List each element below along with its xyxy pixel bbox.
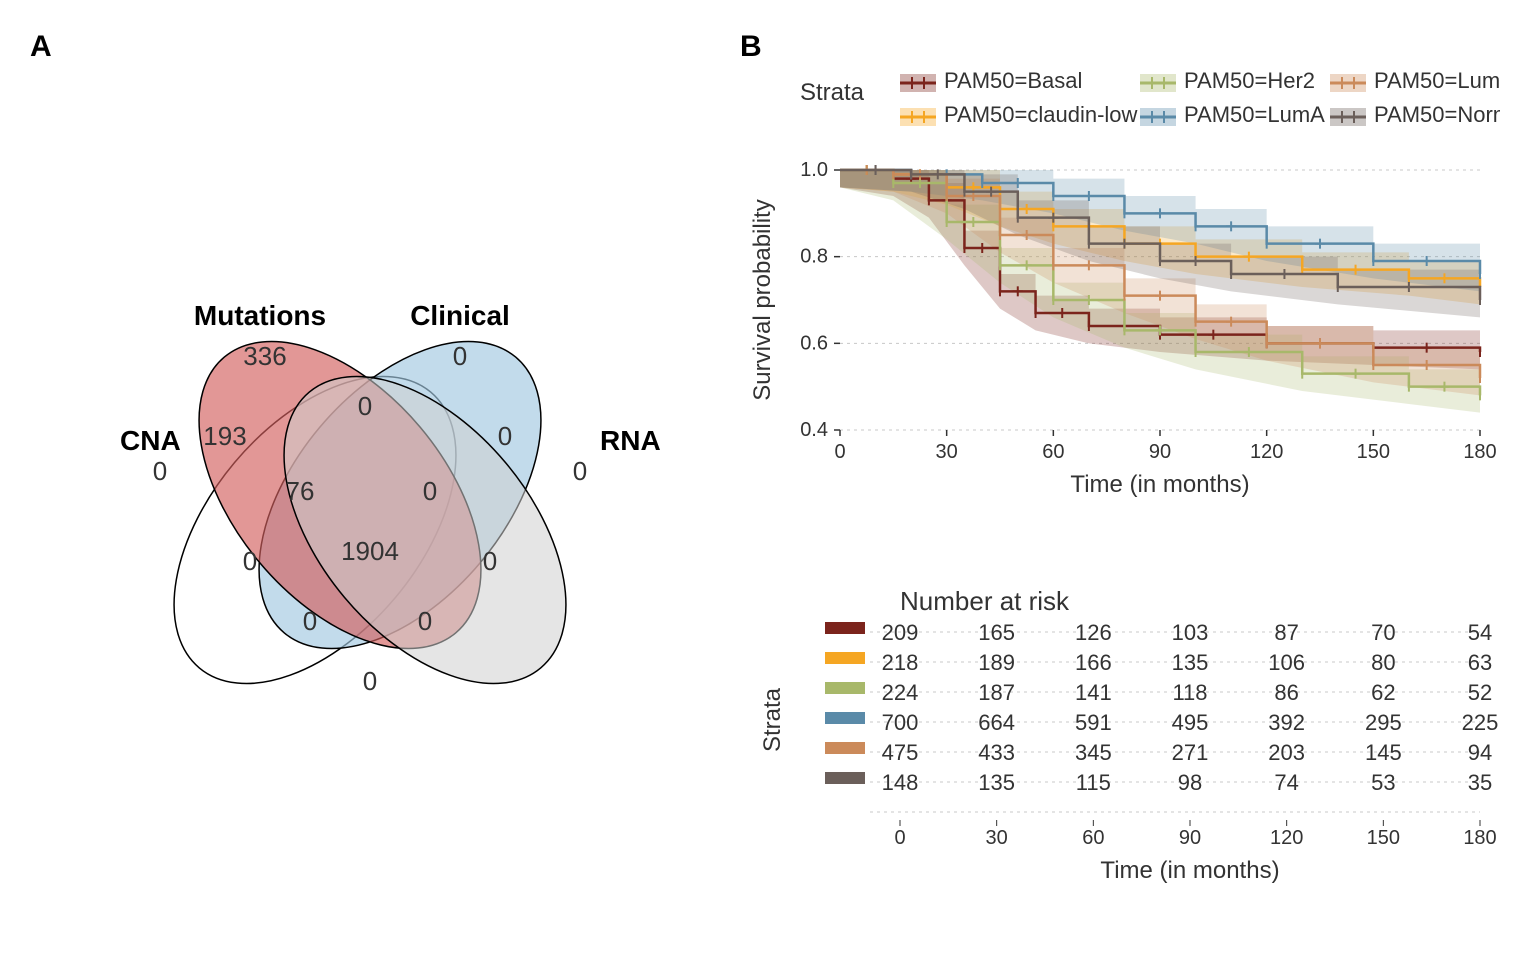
- svg-text:120: 120: [1250, 441, 1283, 463]
- svg-text:165: 165: [978, 620, 1015, 645]
- svg-text:Time (in months): Time (in months): [1070, 471, 1249, 498]
- svg-text:148: 148: [882, 770, 919, 795]
- svg-text:Survival probability: Survival probability: [749, 199, 776, 400]
- svg-text:193: 193: [203, 421, 246, 451]
- svg-text:30: 30: [986, 827, 1008, 849]
- svg-text:30: 30: [936, 441, 958, 463]
- svg-text:345: 345: [1075, 740, 1112, 765]
- svg-text:218: 218: [882, 650, 919, 675]
- svg-text:53: 53: [1371, 770, 1395, 795]
- svg-text:70: 70: [1371, 620, 1395, 645]
- svg-text:Strata: Strata: [800, 79, 865, 106]
- svg-text:106: 106: [1268, 650, 1305, 675]
- svg-text:87: 87: [1274, 620, 1298, 645]
- svg-text:90: 90: [1149, 441, 1171, 463]
- svg-text:94: 94: [1468, 740, 1492, 765]
- svg-text:CNA: CNA: [120, 425, 181, 456]
- svg-text:495: 495: [1172, 710, 1209, 735]
- svg-text:166: 166: [1075, 650, 1112, 675]
- svg-text:PAM50=LumA: PAM50=LumA: [1184, 102, 1325, 127]
- svg-text:80: 80: [1371, 650, 1395, 675]
- svg-text:PAM50=claudin-low: PAM50=claudin-low: [944, 102, 1138, 127]
- svg-text:Number at risk: Number at risk: [900, 586, 1070, 616]
- svg-text:591: 591: [1075, 710, 1112, 735]
- svg-text:0: 0: [363, 666, 377, 696]
- svg-text:Time (in months): Time (in months): [1100, 857, 1279, 884]
- svg-text:90: 90: [1179, 827, 1201, 849]
- svg-text:0: 0: [423, 476, 437, 506]
- svg-text:PAM50=Basal: PAM50=Basal: [944, 68, 1082, 93]
- svg-text:135: 135: [978, 770, 1015, 795]
- svg-text:74: 74: [1274, 770, 1298, 795]
- venn-diagram: Mutations Clinical CNA RNA 336 0 0 0 193 0 0 76 0 190…: [60, 250, 680, 770]
- svg-text:0: 0: [894, 827, 905, 849]
- svg-text:0.8: 0.8: [800, 246, 828, 268]
- svg-text:0.4: 0.4: [800, 419, 828, 441]
- svg-text:Strata: Strata: [759, 687, 786, 752]
- svg-text:141: 141: [1075, 680, 1112, 705]
- svg-text:86: 86: [1274, 680, 1298, 705]
- svg-text:126: 126: [1075, 620, 1112, 645]
- svg-text:209: 209: [882, 620, 919, 645]
- svg-text:0: 0: [153, 456, 167, 486]
- svg-text:63: 63: [1468, 650, 1492, 675]
- svg-text:0: 0: [483, 546, 497, 576]
- svg-text:150: 150: [1357, 441, 1390, 463]
- svg-text:PAM50=Her2: PAM50=Her2: [1184, 68, 1315, 93]
- svg-text:225: 225: [1462, 710, 1499, 735]
- panel-a-label: A: [30, 30, 52, 64]
- svg-text:0.6: 0.6: [800, 332, 828, 354]
- svg-text:52: 52: [1468, 680, 1492, 705]
- svg-text:PAM50=Normal: PAM50=Normal: [1374, 102, 1500, 127]
- svg-text:103: 103: [1172, 620, 1209, 645]
- svg-text:180: 180: [1463, 441, 1496, 463]
- panel-b-label: B: [740, 30, 762, 64]
- svg-text:0: 0: [834, 441, 845, 463]
- svg-text:135: 135: [1172, 650, 1209, 675]
- svg-text:189: 189: [978, 650, 1015, 675]
- svg-text:433: 433: [978, 740, 1015, 765]
- svg-text:62: 62: [1371, 680, 1395, 705]
- svg-text:60: 60: [1042, 441, 1064, 463]
- svg-text:Mutations: Mutations: [194, 300, 326, 331]
- svg-text:271: 271: [1172, 740, 1209, 765]
- svg-text:295: 295: [1365, 710, 1402, 735]
- survival-plot: Strata PAM50=Basal PAM50=claudin-low PAM50=…: [740, 60, 1500, 540]
- svg-text:180: 180: [1463, 827, 1496, 849]
- svg-text:0: 0: [358, 391, 372, 421]
- svg-text:700: 700: [882, 710, 919, 735]
- svg-text:1904: 1904: [341, 536, 399, 566]
- svg-text:0: 0: [453, 341, 467, 371]
- svg-text:664: 664: [978, 710, 1015, 735]
- svg-text:35: 35: [1468, 770, 1492, 795]
- svg-text:187: 187: [978, 680, 1015, 705]
- svg-text:120: 120: [1270, 827, 1303, 849]
- svg-text:475: 475: [882, 740, 919, 765]
- svg-text:224: 224: [882, 680, 919, 705]
- svg-text:145: 145: [1365, 740, 1402, 765]
- svg-text:0: 0: [573, 456, 587, 486]
- svg-text:98: 98: [1178, 770, 1202, 795]
- svg-text:150: 150: [1367, 827, 1400, 849]
- svg-text:118: 118: [1172, 680, 1207, 705]
- svg-text:0: 0: [303, 606, 317, 636]
- svg-text:203: 203: [1268, 740, 1305, 765]
- svg-text:1.0: 1.0: [800, 159, 828, 181]
- svg-text:0: 0: [498, 421, 512, 451]
- svg-text:0: 0: [418, 606, 432, 636]
- svg-text:76: 76: [286, 476, 315, 506]
- svg-text:392: 392: [1268, 710, 1305, 735]
- number-at-risk-table: Number at risk 209 165 126 103 87 70 54 218 189 16…: [740, 580, 1500, 920]
- svg-text:RNA: RNA: [600, 425, 661, 456]
- svg-text:54: 54: [1468, 620, 1492, 645]
- svg-text:60: 60: [1082, 827, 1104, 849]
- svg-text:PAM50=LumB: PAM50=LumB: [1374, 68, 1500, 93]
- svg-text:0: 0: [243, 546, 257, 576]
- svg-text:336: 336: [243, 341, 286, 371]
- svg-text:115: 115: [1076, 770, 1111, 795]
- svg-text:Clinical: Clinical: [410, 300, 510, 331]
